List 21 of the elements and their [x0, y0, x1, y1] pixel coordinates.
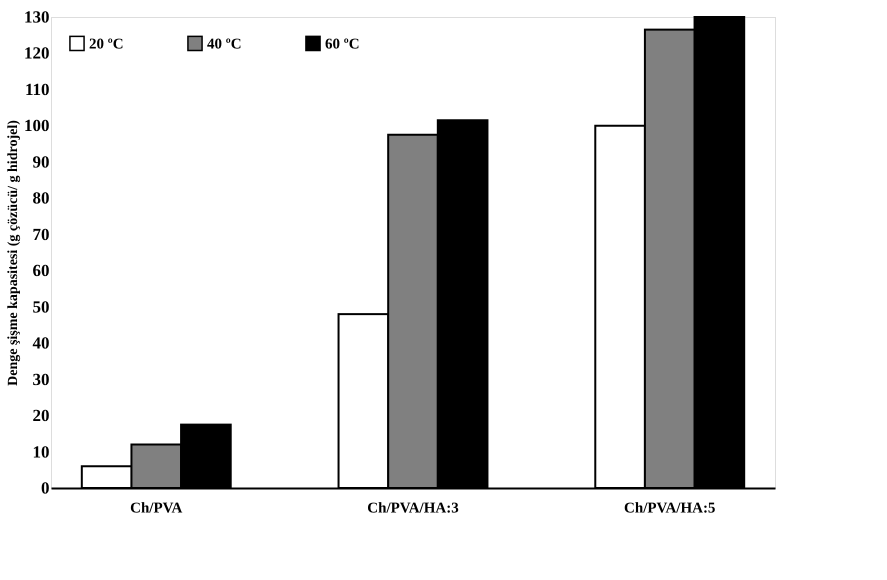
y-tick-label: 30 [32, 370, 50, 389]
x-tick-label: Ch/PVA/HA:3 [367, 500, 459, 516]
y-tick-label: 50 [32, 297, 50, 316]
y-tick-label: 20 [32, 406, 50, 426]
y-tick-label: 90 [32, 152, 50, 172]
y-tick-label: 60 [32, 261, 50, 280]
x-tick-label: Ch/PVA/HA:5 [624, 500, 716, 516]
legend-label: 20 ºC [89, 36, 124, 52]
y-tick-label: 0 [41, 478, 50, 498]
y-tick-label: 120 [24, 44, 50, 63]
x-tick-label: Ch/PVA [130, 500, 183, 516]
y-tick-label: 10 [32, 442, 50, 462]
legend-label: 40 ºC [207, 36, 242, 52]
legend-label: 60 ºC [325, 36, 360, 52]
y-tick-label: 40 [32, 334, 50, 353]
y-axis-title: Denge şişme kapasitesi (g çözücü/ g hidrojel) [6, 120, 21, 386]
y-tick-label: 70 [32, 224, 50, 244]
y-tick-label: 130 [24, 8, 50, 26]
y-tick-label: 80 [32, 188, 50, 208]
y-tick-label: 100 [24, 116, 50, 136]
y-tick-label: 110 [24, 80, 50, 99]
